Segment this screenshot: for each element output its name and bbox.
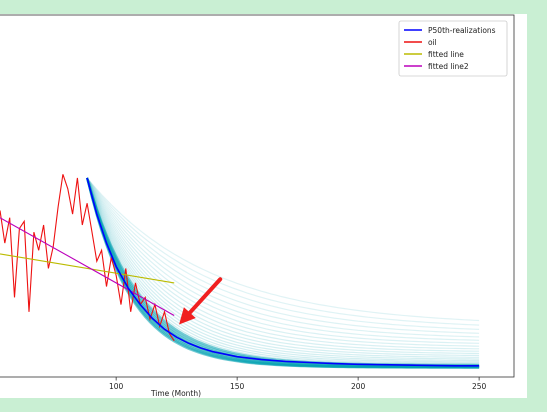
- realization-curve: [86, 177, 480, 364]
- realization-curve: [86, 177, 480, 367]
- arrow-shaft: [187, 277, 223, 315]
- realization-curve: [86, 177, 480, 334]
- legend-box: [398, 20, 508, 77]
- realization-curve: [86, 177, 480, 341]
- x-axis-title: Time (Month): [150, 389, 201, 398]
- series-line-oil: [0, 174, 175, 342]
- legend-label: oil: [428, 38, 437, 47]
- realization-curve: [86, 177, 480, 322]
- series-line-p50th-realizations: [86, 177, 480, 367]
- realization-curve: [86, 177, 480, 363]
- series-line-fitted-line: [0, 253, 175, 284]
- realization-curve: [86, 177, 480, 338]
- x-tick-label: 100: [109, 382, 124, 391]
- x-tick-label: 200: [351, 382, 366, 391]
- x-tick-label: 250: [472, 382, 487, 391]
- realization-curve: [86, 177, 480, 360]
- realization-curve: [86, 177, 480, 326]
- realizations-band: [86, 177, 480, 369]
- x-tick-label: 150: [230, 382, 245, 391]
- realization-curve: [86, 177, 480, 357]
- realization-curve: [86, 177, 480, 365]
- realization-curve: [86, 177, 480, 347]
- series-lines: [0, 174, 480, 367]
- series-line-fitted-line2: [0, 217, 175, 316]
- realization-curve: [86, 177, 480, 358]
- realization-curve: [86, 177, 480, 344]
- realization-curve: [86, 177, 480, 362]
- realization-curve: [86, 177, 480, 330]
- plot-area-frame: [0, 14, 515, 378]
- legend-label: P50th-realizations: [428, 26, 496, 35]
- realization-curve: [86, 177, 480, 367]
- decline-curve-chart: 100 150 200 250 Time (Month) P50th-realizat…: [0, 14, 515, 398]
- legend: P50th-realizations oil fitted line fitted l…: [398, 20, 508, 77]
- legend-label: fitted line2: [428, 62, 469, 71]
- x-axis-ticks: 100 150 200 250: [109, 377, 487, 391]
- annotation-arrow: [179, 277, 223, 325]
- chart-figure: 100 150 200 250 Time (Month) P50th-realizat…: [0, 14, 527, 398]
- realization-curve: [86, 177, 480, 355]
- realization-curve: [86, 177, 480, 352]
- arrow-head: [179, 307, 196, 325]
- realization-curve: [86, 177, 480, 350]
- legend-label: fitted line: [428, 50, 464, 59]
